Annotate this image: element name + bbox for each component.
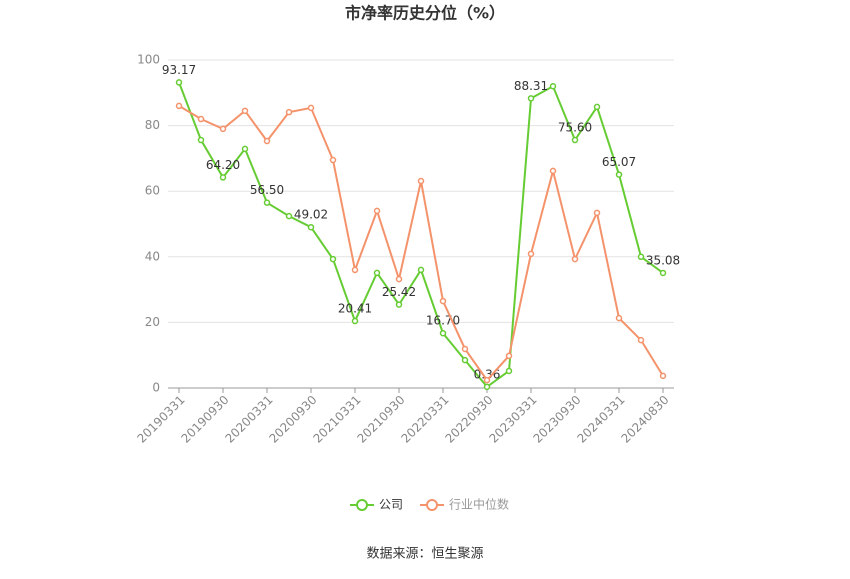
point <box>175 79 183 86</box>
source: 数据来源：恒生聚源 <box>366 547 483 562</box>
data-label: 16.70 <box>426 314 460 328</box>
point <box>439 297 447 305</box>
point <box>527 95 535 102</box>
point <box>175 102 183 110</box>
point <box>241 107 249 115</box>
point <box>461 356 469 364</box>
point <box>373 207 381 215</box>
point <box>219 174 227 181</box>
y-tick-label: 100 <box>137 53 160 67</box>
data-label: 35.08 <box>646 253 680 267</box>
data-label: 64.20 <box>206 158 240 172</box>
data-label: 65.07 <box>602 155 636 169</box>
point <box>615 171 623 178</box>
point <box>307 104 315 112</box>
chart-title: 市净率历史分位（%） <box>345 4 505 23</box>
point <box>505 367 513 375</box>
point <box>571 136 579 144</box>
legend-swatch <box>356 499 368 511</box>
point <box>285 212 293 220</box>
data-label: 88.31 <box>514 79 548 93</box>
point <box>373 269 381 277</box>
point <box>549 167 557 175</box>
point <box>637 336 645 344</box>
x-tick-label: 20240830 <box>619 393 672 446</box>
point <box>417 266 425 274</box>
point <box>637 253 645 261</box>
point <box>263 199 271 206</box>
data-label: 56.50 <box>250 183 284 197</box>
point <box>417 177 425 185</box>
point <box>483 383 491 391</box>
legend-label: 行业中位数 <box>449 497 509 512</box>
y-tick-label: 40 <box>145 249 160 263</box>
point <box>351 266 359 274</box>
y-tick-label: 60 <box>145 184 160 198</box>
point <box>395 275 403 283</box>
y-tick-label: 20 <box>145 315 160 329</box>
series-line <box>178 105 664 382</box>
point <box>593 103 601 111</box>
point <box>263 137 271 145</box>
legend-label: 公司 <box>379 498 403 512</box>
point <box>571 255 579 263</box>
data-label: 75.60 <box>558 121 592 135</box>
point <box>549 82 557 90</box>
point <box>659 372 667 380</box>
point <box>329 255 337 263</box>
point <box>461 345 469 353</box>
point <box>307 223 315 231</box>
point <box>241 145 249 153</box>
data-label: 25.42 <box>382 285 416 299</box>
point <box>659 269 667 277</box>
point <box>527 250 535 258</box>
point <box>615 314 623 322</box>
point <box>351 317 359 325</box>
data-label: 49.02 <box>294 208 328 222</box>
point <box>329 156 337 164</box>
point <box>483 376 491 384</box>
point <box>219 125 227 133</box>
y-tick-label: 80 <box>145 118 160 132</box>
point <box>197 115 205 123</box>
y-tick-label: 0 <box>152 381 160 395</box>
point <box>197 136 205 144</box>
point <box>285 108 293 116</box>
point <box>395 301 403 308</box>
point <box>593 209 601 217</box>
point <box>439 329 447 337</box>
data-label: 93.17 <box>162 63 196 77</box>
legend-swatch <box>426 499 438 511</box>
point <box>505 352 513 360</box>
data-label: 20.41 <box>338 302 372 316</box>
